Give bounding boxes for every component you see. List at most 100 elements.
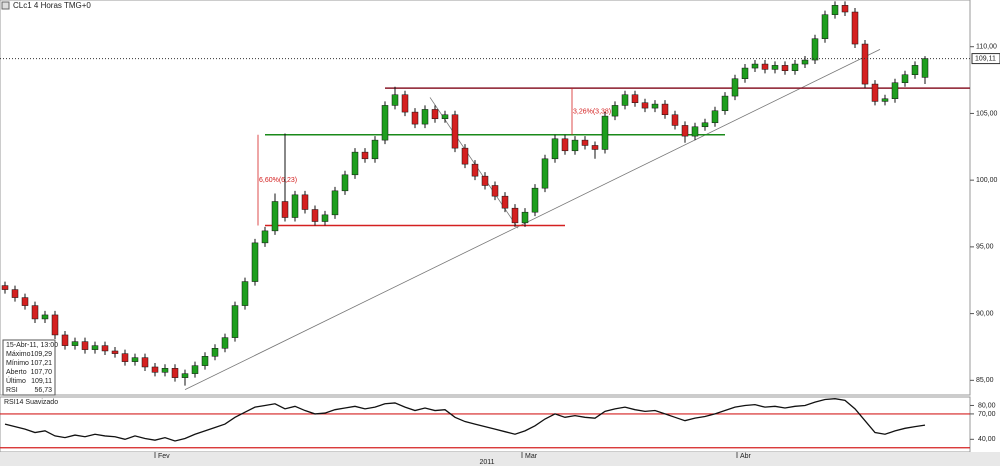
- candle-body: [111, 350, 119, 354]
- time-label: Abr: [740, 453, 752, 460]
- candle-body: [841, 5, 849, 13]
- candle-body: [831, 5, 839, 15]
- candle-body: [581, 139, 589, 146]
- candle-body: [411, 111, 419, 125]
- last-price-box: [971, 53, 1000, 65]
- info-value: 107,70: [31, 369, 53, 376]
- candle-body: [901, 74, 909, 83]
- y-tick-label: 95,00: [976, 244, 994, 251]
- candle-body: [701, 122, 709, 128]
- candle-body: [631, 94, 639, 104]
- y-tick-label: 110,00: [976, 44, 997, 51]
- info-date: 15-Abr-11, 13:00: [6, 342, 58, 349]
- measure-label: 6,60%(6,23): [259, 177, 297, 184]
- candle-body: [81, 341, 89, 350]
- candle-body: [761, 63, 769, 70]
- candle-body: [871, 83, 879, 102]
- candle-body: [501, 195, 509, 209]
- candle-body: [491, 185, 499, 197]
- candle-body: [791, 63, 799, 71]
- y-tick-label: 90,00: [976, 310, 994, 317]
- candle-body: [331, 190, 339, 216]
- info-name: Mínimo: [6, 360, 29, 367]
- candle-body: [881, 98, 889, 102]
- y-tick-label: 100,00: [976, 177, 998, 184]
- candle-body: [471, 163, 479, 177]
- candle-body: [11, 289, 19, 298]
- price-panel: [0, 0, 971, 396]
- chart-title: CLc1 4 Horas TMG+0: [13, 1, 91, 10]
- candle-body: [671, 114, 679, 126]
- candle-body: [441, 114, 449, 120]
- candle-body: [281, 201, 289, 218]
- candle-body: [91, 345, 99, 350]
- candle-body: [321, 214, 329, 222]
- candle-body: [861, 43, 869, 85]
- info-value: 109,29: [31, 351, 53, 358]
- trendline: [184, 49, 881, 391]
- candle-body: [351, 151, 359, 176]
- year-label: 2011: [479, 459, 494, 466]
- candle-body: [51, 314, 59, 336]
- candle-body: [911, 65, 919, 75]
- candle-body: [171, 368, 179, 378]
- candle-body: [781, 65, 789, 71]
- candle-body: [531, 187, 539, 213]
- candle-body: [401, 94, 409, 113]
- info-value: 56,73: [34, 387, 52, 394]
- candle-body: [511, 207, 519, 224]
- candle-body: [801, 59, 809, 65]
- candle-body: [311, 209, 319, 222]
- candle-body: [1, 285, 9, 290]
- candle-body: [651, 103, 659, 109]
- candle-body: [101, 345, 109, 352]
- rsi-panel: [0, 396, 971, 453]
- candle-body: [751, 63, 759, 69]
- candle-body: [241, 281, 249, 306]
- candle-body: [221, 337, 229, 349]
- candle-body: [691, 126, 699, 137]
- candle-body: [61, 334, 69, 346]
- candle-body: [251, 242, 259, 282]
- info-name: Último: [6, 376, 26, 385]
- candle-body: [521, 211, 529, 224]
- candle-body: [31, 305, 39, 320]
- candle-body: [561, 138, 569, 152]
- candle-body: [571, 139, 579, 152]
- candle-body: [391, 94, 399, 106]
- candle-body: [431, 109, 439, 120]
- rsi-tick-label: 70,00: [978, 411, 996, 418]
- candle-body: [681, 125, 689, 137]
- icon[interactable]: [1, 1, 10, 10]
- candle-body: [131, 357, 139, 362]
- rsi-line: [4, 398, 926, 442]
- candle-body: [811, 38, 819, 61]
- candle-body: [41, 314, 49, 320]
- time-label: Mar: [525, 453, 538, 460]
- candle-body: [611, 105, 619, 117]
- info-name: Máximo: [6, 351, 31, 358]
- candle-body: [921, 58, 929, 78]
- candle-body: [601, 115, 609, 150]
- candle-body: [541, 158, 549, 189]
- candle-body: [621, 94, 629, 106]
- candle-body: [641, 102, 649, 109]
- candle-body: [121, 353, 129, 362]
- candle-body: [381, 105, 389, 141]
- candle-body: [291, 194, 299, 218]
- candle-body: [371, 139, 379, 160]
- candle-body: [71, 341, 79, 346]
- measure-label: 3,26%(3,38): [573, 108, 611, 115]
- candle-body: [261, 230, 269, 244]
- candle-body: [721, 95, 729, 112]
- candle-body: [211, 348, 219, 357]
- candle-body: [231, 305, 239, 338]
- candle-body: [151, 366, 159, 373]
- candle-body: [271, 201, 279, 232]
- candle-body: [591, 145, 599, 150]
- candle-body: [711, 110, 719, 124]
- candle-body: [421, 109, 429, 125]
- candle-body: [821, 14, 829, 39]
- info-name: RSI: [6, 387, 18, 394]
